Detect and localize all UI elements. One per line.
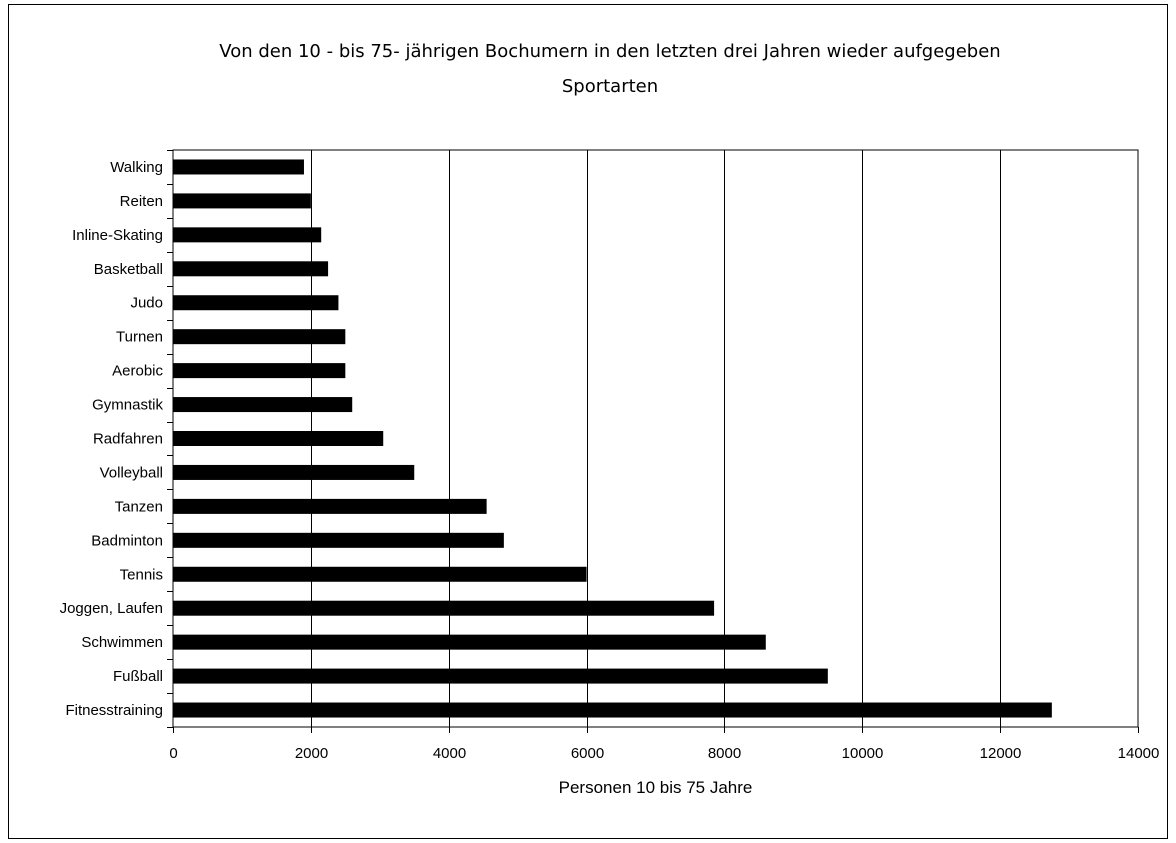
bar bbox=[173, 702, 1052, 718]
x-tick-label: 12000 bbox=[980, 745, 1022, 762]
bar bbox=[173, 634, 766, 650]
x-tick-label: 2000 bbox=[295, 745, 328, 762]
category-label: Radfahren bbox=[93, 431, 163, 448]
category-label: Inline-Skating bbox=[72, 227, 163, 244]
category-label: Basketball bbox=[94, 261, 163, 278]
bar bbox=[173, 464, 415, 480]
category-label: Fußball bbox=[113, 668, 163, 685]
x-tick-label: 6000 bbox=[571, 745, 604, 762]
x-axis-title: Personen 10 bis 75 Jahre bbox=[559, 778, 753, 797]
plot-area-border bbox=[172, 149, 1139, 728]
bar bbox=[173, 600, 715, 616]
bar bbox=[173, 363, 346, 379]
x-tick-label: 4000 bbox=[433, 745, 466, 762]
category-label: Gymnastik bbox=[92, 397, 163, 414]
category-label: Aerobic bbox=[112, 363, 163, 380]
x-tick-label: 14000 bbox=[1118, 745, 1160, 762]
category-label: Tanzen bbox=[115, 498, 163, 515]
bar bbox=[173, 498, 487, 514]
category-label: Volleyball bbox=[100, 464, 163, 481]
category-label: Badminton bbox=[91, 532, 163, 549]
bar bbox=[173, 566, 587, 582]
category-label: Walking bbox=[110, 159, 163, 176]
category-label: Reiten bbox=[120, 193, 163, 210]
bar bbox=[173, 159, 304, 175]
bar bbox=[173, 532, 504, 548]
bar bbox=[173, 227, 322, 243]
bar bbox=[173, 193, 311, 209]
category-label: Joggen, Laufen bbox=[60, 600, 163, 617]
category-label: Schwimmen bbox=[81, 634, 163, 651]
x-tick-label: 0 bbox=[169, 745, 177, 762]
chart-title-line-1: Von den 10 - bis 75- jährigen Bochumern … bbox=[219, 41, 1001, 62]
bar bbox=[173, 295, 339, 311]
x-tick-label: 8000 bbox=[708, 745, 741, 762]
category-label: Turnen bbox=[116, 329, 163, 346]
bar bbox=[173, 668, 828, 684]
category-label: Fitnesstraining bbox=[65, 702, 163, 719]
bar bbox=[173, 397, 353, 413]
x-tick-label: 10000 bbox=[842, 745, 884, 762]
bar bbox=[173, 261, 329, 277]
category-label: Tennis bbox=[120, 566, 163, 583]
bar bbox=[173, 431, 384, 446]
bar bbox=[173, 329, 346, 345]
chart-title-line-2: Sportarten bbox=[561, 76, 659, 97]
category-label: Judo bbox=[130, 295, 163, 312]
